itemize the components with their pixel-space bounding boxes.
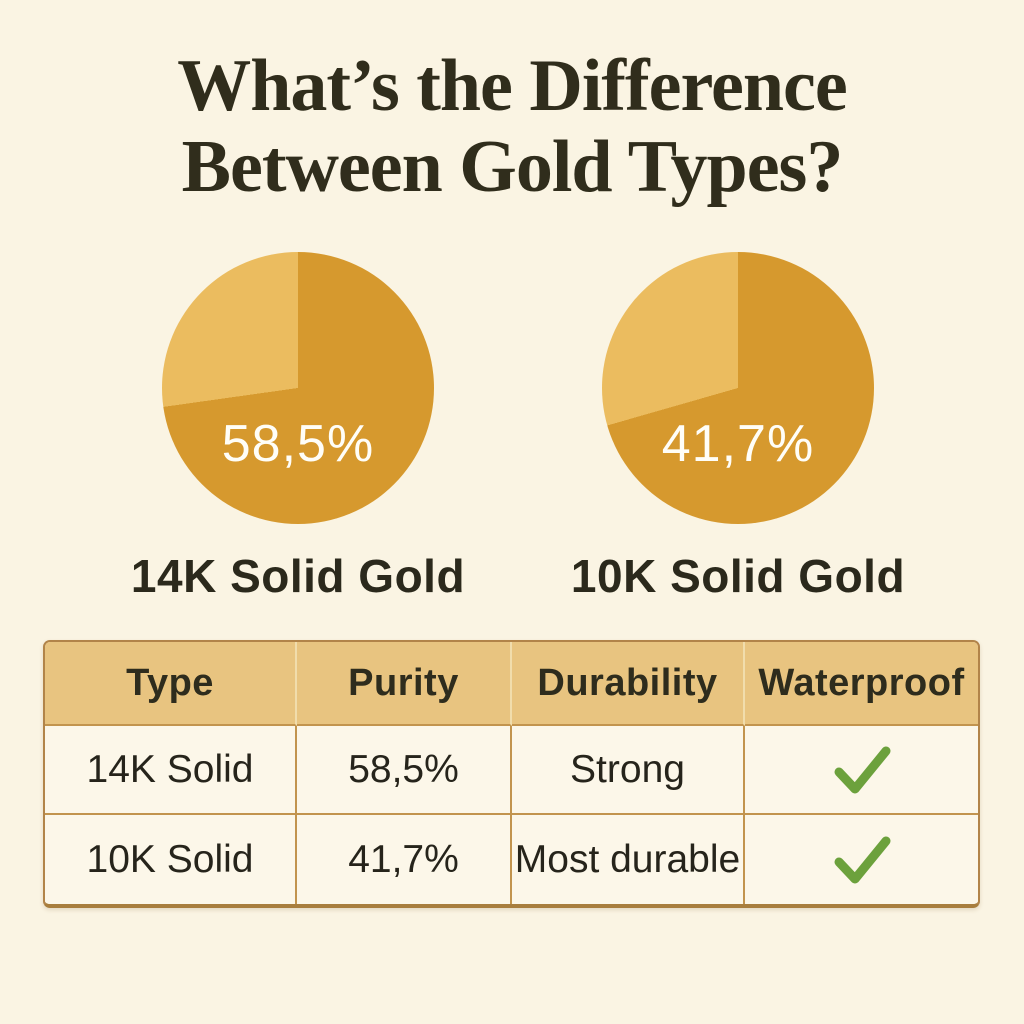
comparison-table: Type Purity Durability Waterproof 14K So… bbox=[43, 640, 980, 908]
cell-durability-10k: Most durable bbox=[512, 815, 745, 904]
header-cell-durability: Durability bbox=[512, 642, 745, 726]
cell-waterproof-10k bbox=[745, 815, 978, 904]
table-row-14k: 14K Solid 58,5% Strong bbox=[45, 726, 978, 815]
pie-value-label-10k: 41,7% bbox=[661, 415, 815, 473]
page-title-line2: Between Gold Types? bbox=[181, 126, 844, 208]
header-cell-type: Type bbox=[45, 642, 297, 726]
page-title-line1: What’s the Difference bbox=[177, 45, 847, 127]
pie-caption-10k: 10K Solid Gold bbox=[570, 550, 906, 602]
pie-chart-10k-gold: 41,7% bbox=[602, 252, 874, 524]
pie-caption-14k: 14K Solid Gold bbox=[130, 550, 466, 602]
cell-purity-14k: 58,5% bbox=[297, 726, 512, 815]
page-title: What’s the Difference Between Gold Types… bbox=[0, 46, 1024, 208]
pie-chart-14k-gold: 58,5% bbox=[162, 252, 434, 524]
cell-waterproof-14k bbox=[745, 726, 978, 815]
table-row-10k: 10K Solid 41,7% Most durable bbox=[45, 815, 978, 904]
cell-type-14k: 14K Solid bbox=[45, 726, 297, 815]
header-cell-waterproof: Waterproof bbox=[745, 642, 978, 726]
checkmark-icon bbox=[834, 746, 890, 793]
cell-type-10k: 10K Solid bbox=[45, 815, 297, 904]
cell-purity-10k: 41,7% bbox=[297, 815, 512, 904]
pie-value-label-14k: 58,5% bbox=[221, 415, 375, 473]
header-cell-purity: Purity bbox=[297, 642, 512, 726]
table-header-row: Type Purity Durability Waterproof bbox=[45, 642, 978, 726]
checkmark-icon bbox=[834, 836, 890, 883]
cell-durability-14k: Strong bbox=[512, 726, 745, 815]
